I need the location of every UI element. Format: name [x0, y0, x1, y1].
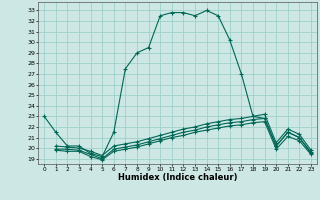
X-axis label: Humidex (Indice chaleur): Humidex (Indice chaleur) [118, 173, 237, 182]
